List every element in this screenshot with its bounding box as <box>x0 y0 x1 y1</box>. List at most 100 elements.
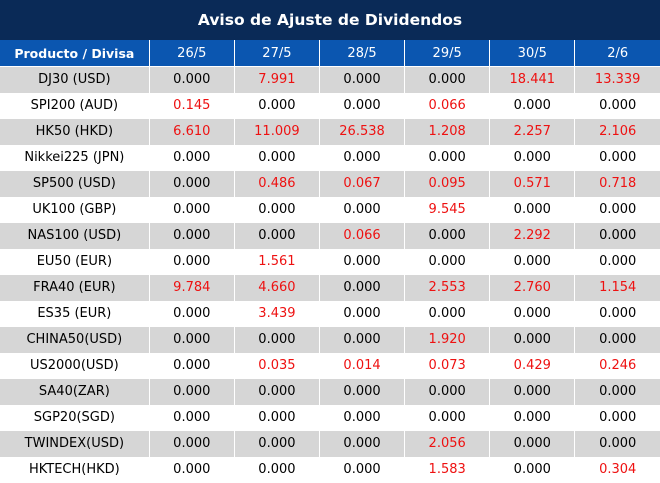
product-cell: HKTECH(HKD) <box>0 456 150 482</box>
value-cell: 0.000 <box>149 170 235 197</box>
value-cell: 0.000 <box>149 196 235 223</box>
value-cell: 0.035 <box>234 352 320 379</box>
value-cell: 0.000 <box>149 326 235 353</box>
value-cell: 2.056 <box>404 430 491 457</box>
value-cell: 0.000 <box>234 92 320 119</box>
value-cell: 0.000 <box>319 274 406 301</box>
value-cell: 0.000 <box>234 144 320 171</box>
value-cell: 0.000 <box>489 430 576 457</box>
value-cell: 0.000 <box>404 222 491 249</box>
table-row: TWINDEX(USD) 0.000 0.000 0.000 2.056 0.000 0.0… <box>0 430 660 457</box>
value-cell: 0.000 <box>234 196 320 223</box>
value-cell: 0.000 <box>404 144 491 171</box>
value-cell: 0.718 <box>574 170 660 197</box>
table-row: Nikkei225 (JPN) 0.000 0.000 0.000 0.000 0.000… <box>0 144 660 171</box>
value-cell: 0.000 <box>404 378 491 405</box>
value-cell: 2.257 <box>489 118 576 145</box>
value-cell: 11.009 <box>234 118 320 145</box>
product-cell: FRA40 (EUR) <box>0 274 150 301</box>
value-cell: 0.000 <box>489 196 576 223</box>
value-cell: 13.339 <box>574 66 660 93</box>
value-cell: 0.000 <box>574 300 660 327</box>
value-cell: 0.000 <box>149 248 235 275</box>
value-cell: 0.000 <box>574 196 660 223</box>
value-cell: 0.000 <box>404 300 491 327</box>
value-cell: 0.095 <box>404 170 491 197</box>
table-row: SGP20(SGD) 0.000 0.000 0.000 0.000 0.000 0.000 <box>0 404 660 431</box>
value-cell: 0.000 <box>234 430 320 457</box>
value-cell: 0.145 <box>149 92 235 119</box>
value-cell: 4.660 <box>234 274 320 301</box>
value-cell: 0.000 <box>489 456 576 482</box>
value-cell: 0.000 <box>319 300 406 327</box>
value-cell: 0.000 <box>319 196 406 223</box>
column-header-date: 26/5 <box>149 40 235 67</box>
value-cell: 0.000 <box>489 92 576 119</box>
value-cell: 0.000 <box>489 144 576 171</box>
value-cell: 1.920 <box>404 326 491 353</box>
value-cell: 0.000 <box>574 326 660 353</box>
value-cell: 0.246 <box>574 352 660 379</box>
value-cell: 0.000 <box>319 66 406 93</box>
product-cell: UK100 (GBP) <box>0 196 150 223</box>
value-cell: 2.760 <box>489 274 576 301</box>
table-row: SP500 (USD) 0.000 0.486 0.067 0.095 0.571 0.71… <box>0 170 660 197</box>
column-header-date: 2/6 <box>574 40 660 67</box>
value-cell: 0.000 <box>574 404 660 431</box>
value-cell: 0.000 <box>574 92 660 119</box>
value-cell: 18.441 <box>489 66 576 93</box>
product-cell: CHINA50(USD) <box>0 326 150 353</box>
value-cell: 2.106 <box>574 118 660 145</box>
value-cell: 0.000 <box>574 430 660 457</box>
table-row: DJ30 (USD) 0.000 7.991 0.000 0.000 18.441 13.3… <box>0 66 660 93</box>
value-cell: 1.208 <box>404 118 491 145</box>
value-cell: 0.000 <box>319 248 406 275</box>
product-cell: HK50 (HKD) <box>0 118 150 145</box>
value-cell: 0.000 <box>234 222 320 249</box>
value-cell: 0.000 <box>149 430 235 457</box>
table-row: ES35 (EUR) 0.000 3.439 0.000 0.000 0.000 0.000 <box>0 300 660 327</box>
value-cell: 0.000 <box>149 404 235 431</box>
value-cell: 2.292 <box>489 222 576 249</box>
value-cell: 0.000 <box>489 378 576 405</box>
product-cell: DJ30 (USD) <box>0 66 150 93</box>
value-cell: 26.538 <box>319 118 406 145</box>
value-cell: 0.000 <box>319 456 406 482</box>
product-cell: SP500 (USD) <box>0 170 150 197</box>
value-cell: 0.000 <box>574 144 660 171</box>
value-cell: 0.000 <box>489 326 576 353</box>
value-cell: 0.429 <box>489 352 576 379</box>
value-cell: 6.610 <box>149 118 235 145</box>
value-cell: 0.000 <box>319 144 406 171</box>
value-cell: 9.784 <box>149 274 235 301</box>
value-cell: 1.583 <box>404 456 491 482</box>
table-row: EU50 (EUR) 0.000 1.561 0.000 0.000 0.000 0.000 <box>0 248 660 275</box>
value-cell: 0.000 <box>234 404 320 431</box>
product-cell: US2000(USD) <box>0 352 150 379</box>
value-cell: 0.000 <box>234 326 320 353</box>
column-header-date: 30/5 <box>489 40 576 67</box>
product-cell: SPI200 (AUD) <box>0 92 150 119</box>
value-cell: 0.000 <box>319 378 406 405</box>
table-row: US2000(USD) 0.000 0.035 0.014 0.073 0.429 0.24… <box>0 352 660 379</box>
value-cell: 0.066 <box>319 222 406 249</box>
value-cell: 0.486 <box>234 170 320 197</box>
value-cell: 0.000 <box>319 92 406 119</box>
value-cell: 7.991 <box>234 66 320 93</box>
product-cell: TWINDEX(USD) <box>0 430 150 457</box>
value-cell: 0.073 <box>404 352 491 379</box>
value-cell: 0.066 <box>404 92 491 119</box>
table-row: HKTECH(HKD) 0.000 0.000 0.000 1.583 0.000 0.30… <box>0 456 660 482</box>
column-header-date: 29/5 <box>404 40 491 67</box>
value-cell: 2.553 <box>404 274 491 301</box>
value-cell: 0.000 <box>404 404 491 431</box>
table-row: SPI200 (AUD) 0.145 0.000 0.000 0.066 0.000 0.0… <box>0 92 660 119</box>
product-cell: SGP20(SGD) <box>0 404 150 431</box>
table-row: FRA40 (EUR) 9.784 4.660 0.000 2.553 2.760 1.15… <box>0 274 660 301</box>
table-row: CHINA50(USD) 0.000 0.000 0.000 1.920 0.000 0.0… <box>0 326 660 353</box>
value-cell: 0.067 <box>319 170 406 197</box>
value-cell: 0.000 <box>234 456 320 482</box>
table-row: UK100 (GBP) 0.000 0.000 0.000 9.545 0.000 0.00… <box>0 196 660 223</box>
value-cell: 0.000 <box>234 378 320 405</box>
product-cell: NAS100 (USD) <box>0 222 150 249</box>
